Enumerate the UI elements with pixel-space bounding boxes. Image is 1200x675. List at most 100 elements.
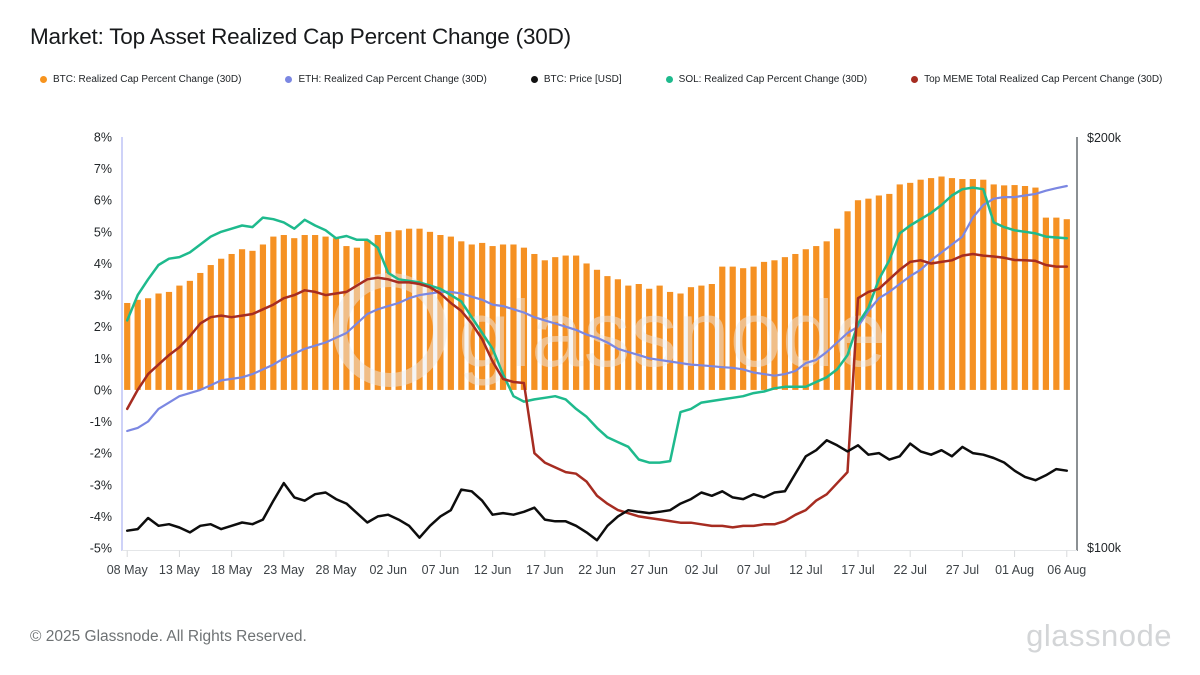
bar-btc-realized-cap[interactable] xyxy=(312,235,319,390)
bar-btc-realized-cap[interactable] xyxy=(499,244,507,390)
bar-btc-realized-cap[interactable] xyxy=(259,244,267,390)
series-btc-price-line[interactable] xyxy=(125,439,1069,542)
legend-item[interactable]: SOL: Realized Cap Percent Change (30D) xyxy=(665,74,867,85)
bar-btc-realized-cap[interactable] xyxy=(218,258,225,390)
bar-btc-realized-cap[interactable] xyxy=(687,287,695,390)
x-axis-tick-label: 02 Jul xyxy=(685,563,718,577)
bar-btc-realized-cap[interactable] xyxy=(656,285,663,390)
bar-btc-realized-cap[interactable] xyxy=(562,255,569,390)
bar-btc-realized-cap[interactable] xyxy=(813,246,820,390)
bar-btc-realized-cap[interactable] xyxy=(385,231,392,390)
bar-btc-realized-cap[interactable] xyxy=(249,250,256,390)
y-axis-left-tick-label: 3% xyxy=(94,289,112,303)
bar-btc-realized-cap[interactable] xyxy=(228,253,235,390)
series-sol-realized-cap-line[interactable] xyxy=(125,186,1069,464)
bar-btc-realized-cap[interactable] xyxy=(844,211,851,390)
bar-btc-realized-cap[interactable] xyxy=(510,244,517,390)
bar-btc-realized-cap[interactable] xyxy=(938,176,945,390)
bar-btc-realized-cap[interactable] xyxy=(927,178,935,390)
bar-btc-realized-cap[interactable] xyxy=(374,235,381,390)
bar-btc-realized-cap[interactable] xyxy=(865,198,872,390)
bar-btc-realized-cap[interactable] xyxy=(353,247,360,390)
bar-btc-realized-cap[interactable] xyxy=(197,272,204,390)
bar-btc-realized-cap[interactable] xyxy=(614,279,621,390)
x-axis-tick-label: 02 Jun xyxy=(369,563,407,577)
bar-btc-realized-cap[interactable] xyxy=(1032,187,1039,390)
bar-btc-realized-cap[interactable] xyxy=(291,238,298,390)
bar-btc-realized-cap[interactable] xyxy=(301,235,308,390)
bar-btc-realized-cap[interactable] xyxy=(280,235,287,390)
bar-btc-realized-cap[interactable] xyxy=(959,179,966,390)
bar-btc-realized-cap[interactable] xyxy=(907,182,914,390)
legend-item[interactable]: BTC: Realized Cap Percent Change (30D) xyxy=(40,74,241,85)
series-eth-realized-cap-line[interactable] xyxy=(126,184,1068,433)
bar-btc-realized-cap[interactable] xyxy=(802,249,809,390)
bar-btc-realized-cap[interactable] xyxy=(1063,219,1070,390)
bar-btc-realized-cap[interactable] xyxy=(155,293,162,390)
bar-btc-realized-cap[interactable] xyxy=(719,266,726,390)
y-axis-left-tick-label: -5% xyxy=(90,542,112,556)
bar-btc-realized-cap[interactable] xyxy=(834,228,841,390)
bar-btc-realized-cap[interactable] xyxy=(531,253,538,390)
plot-area[interactable] xyxy=(122,137,1072,548)
bar-btc-realized-cap[interactable] xyxy=(124,302,131,390)
bar-btc-realized-cap[interactable] xyxy=(447,236,454,390)
bar-btc-realized-cap[interactable] xyxy=(489,246,496,390)
bar-btc-realized-cap[interactable] xyxy=(165,291,173,390)
bar-btc-realized-cap[interactable] xyxy=(1001,185,1008,390)
bar-btc-realized-cap[interactable] xyxy=(781,257,789,390)
bar-btc-realized-cap[interactable] xyxy=(1042,217,1049,390)
bar-btc-realized-cap[interactable] xyxy=(270,236,277,390)
bar-btc-realized-cap[interactable] xyxy=(948,178,956,390)
bar-btc-realized-cap[interactable] xyxy=(479,242,486,390)
bar-btc-realized-cap[interactable] xyxy=(583,263,590,390)
bar-btc-realized-cap[interactable] xyxy=(207,265,214,390)
bar-btc-realized-cap[interactable] xyxy=(666,291,674,390)
bar-btc-realized-cap[interactable] xyxy=(980,179,987,390)
bar-btc-realized-cap[interactable] xyxy=(145,298,152,390)
bar-btc-realized-cap[interactable] xyxy=(416,228,423,390)
bar-btc-realized-cap[interactable] xyxy=(541,260,548,390)
bar-btc-realized-cap[interactable] xyxy=(792,253,799,390)
bar-btc-realized-cap[interactable] xyxy=(395,230,402,390)
bar-btc-realized-cap[interactable] xyxy=(635,284,642,390)
bar-btc-realized-cap[interactable] xyxy=(969,179,976,390)
bar-btc-realized-cap[interactable] xyxy=(646,288,653,390)
legend-item[interactable]: Top MEME Total Realized Cap Percent Chan… xyxy=(911,74,1162,85)
bar-btc-realized-cap[interactable] xyxy=(134,299,141,390)
bar-btc-realized-cap[interactable] xyxy=(917,179,924,390)
bar-btc-realized-cap[interactable] xyxy=(750,266,757,390)
bar-btc-realized-cap[interactable] xyxy=(1053,217,1060,390)
bar-btc-realized-cap[interactable] xyxy=(593,269,601,390)
bar-btc-realized-cap[interactable] xyxy=(573,255,580,390)
bar-btc-realized-cap[interactable] xyxy=(520,247,528,390)
bar-btc-realized-cap[interactable] xyxy=(760,261,768,390)
legend-item[interactable]: ETH: Realized Cap Percent Change (30D) xyxy=(285,74,487,85)
bar-btc-realized-cap[interactable] xyxy=(604,276,611,390)
series-meme-realized-cap-line[interactable] xyxy=(125,252,1069,529)
bar-btc-realized-cap[interactable] xyxy=(405,228,413,390)
bar-btc-realized-cap[interactable] xyxy=(677,293,684,390)
y-axis-left-tick-label: 5% xyxy=(94,225,112,239)
bar-btc-realized-cap[interactable] xyxy=(698,285,705,390)
bar-btc-realized-cap[interactable] xyxy=(625,285,632,390)
bar-btc-realized-cap[interactable] xyxy=(708,284,715,390)
bar-btc-realized-cap[interactable] xyxy=(771,260,778,390)
bar-btc-realized-cap[interactable] xyxy=(1011,185,1018,390)
bar-btc-realized-cap[interactable] xyxy=(990,184,997,390)
bar-btc-realized-cap[interactable] xyxy=(729,266,736,390)
bar-btc-realized-cap[interactable] xyxy=(176,285,183,390)
bar-btc-realized-cap[interactable] xyxy=(875,195,882,390)
bar-btc-realized-cap[interactable] xyxy=(896,184,903,390)
bar-btc-realized-cap[interactable] xyxy=(238,249,246,390)
bar-btc-realized-cap[interactable] xyxy=(740,268,747,390)
bar-btc-realized-cap[interactable] xyxy=(322,236,329,390)
bar-btc-realized-cap[interactable] xyxy=(1021,186,1029,390)
bar-btc-realized-cap[interactable] xyxy=(854,200,862,390)
x-axis-tick-label: 08 May xyxy=(107,563,149,577)
y-axis-left-tick-label: 8% xyxy=(94,131,112,145)
bar-btc-realized-cap[interactable] xyxy=(823,241,830,390)
bar-btc-realized-cap[interactable] xyxy=(458,241,465,390)
legend-item[interactable]: BTC: Price [USD] xyxy=(530,74,622,85)
